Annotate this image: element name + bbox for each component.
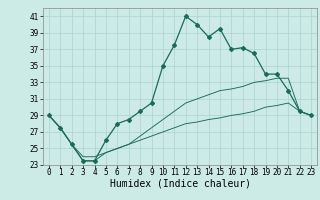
X-axis label: Humidex (Indice chaleur): Humidex (Indice chaleur) bbox=[109, 178, 251, 188]
